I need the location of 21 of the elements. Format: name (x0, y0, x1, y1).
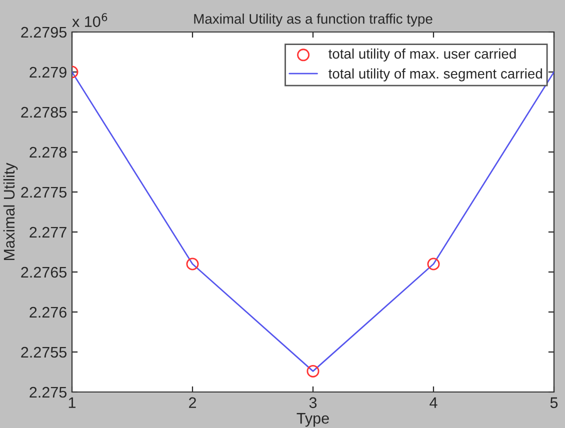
y-tick-label: 2.2755 (21, 346, 67, 358)
y-tick-label: 2.275 (30, 386, 66, 398)
y-tick-label: 2.276 (30, 306, 66, 318)
y-tick-label: 2.2765 (21, 266, 67, 278)
chart-title: Maximal Utility as a function traffic type (194, 14, 432, 27)
y-tick-label: 2.278 (30, 146, 66, 158)
legend-label: total utility of max. user carried (328, 48, 516, 62)
x-tick-label: 1 (68, 397, 76, 408)
x-tick-label: 5 (550, 397, 558, 408)
x-tick-label: 2 (189, 397, 196, 408)
y-tick-label: 2.2795 (21, 26, 67, 38)
y-tick-label: 2.277 (30, 226, 66, 238)
text: x 10$^{6}$ (72, 13, 108, 28)
y-tick-label: 2.279 (30, 66, 66, 78)
y-axis-title: Maximal Utility (3, 162, 18, 260)
y-tick-label: 2.2775 (21, 186, 67, 198)
legend-label: total utility of max. segment carried (328, 68, 542, 82)
x-axis-title: Type (296, 413, 329, 427)
x-tick-label: 3 (309, 397, 317, 408)
x-tick-label: 4 (430, 397, 438, 408)
y-tick-label: 2.2785 (21, 106, 67, 118)
